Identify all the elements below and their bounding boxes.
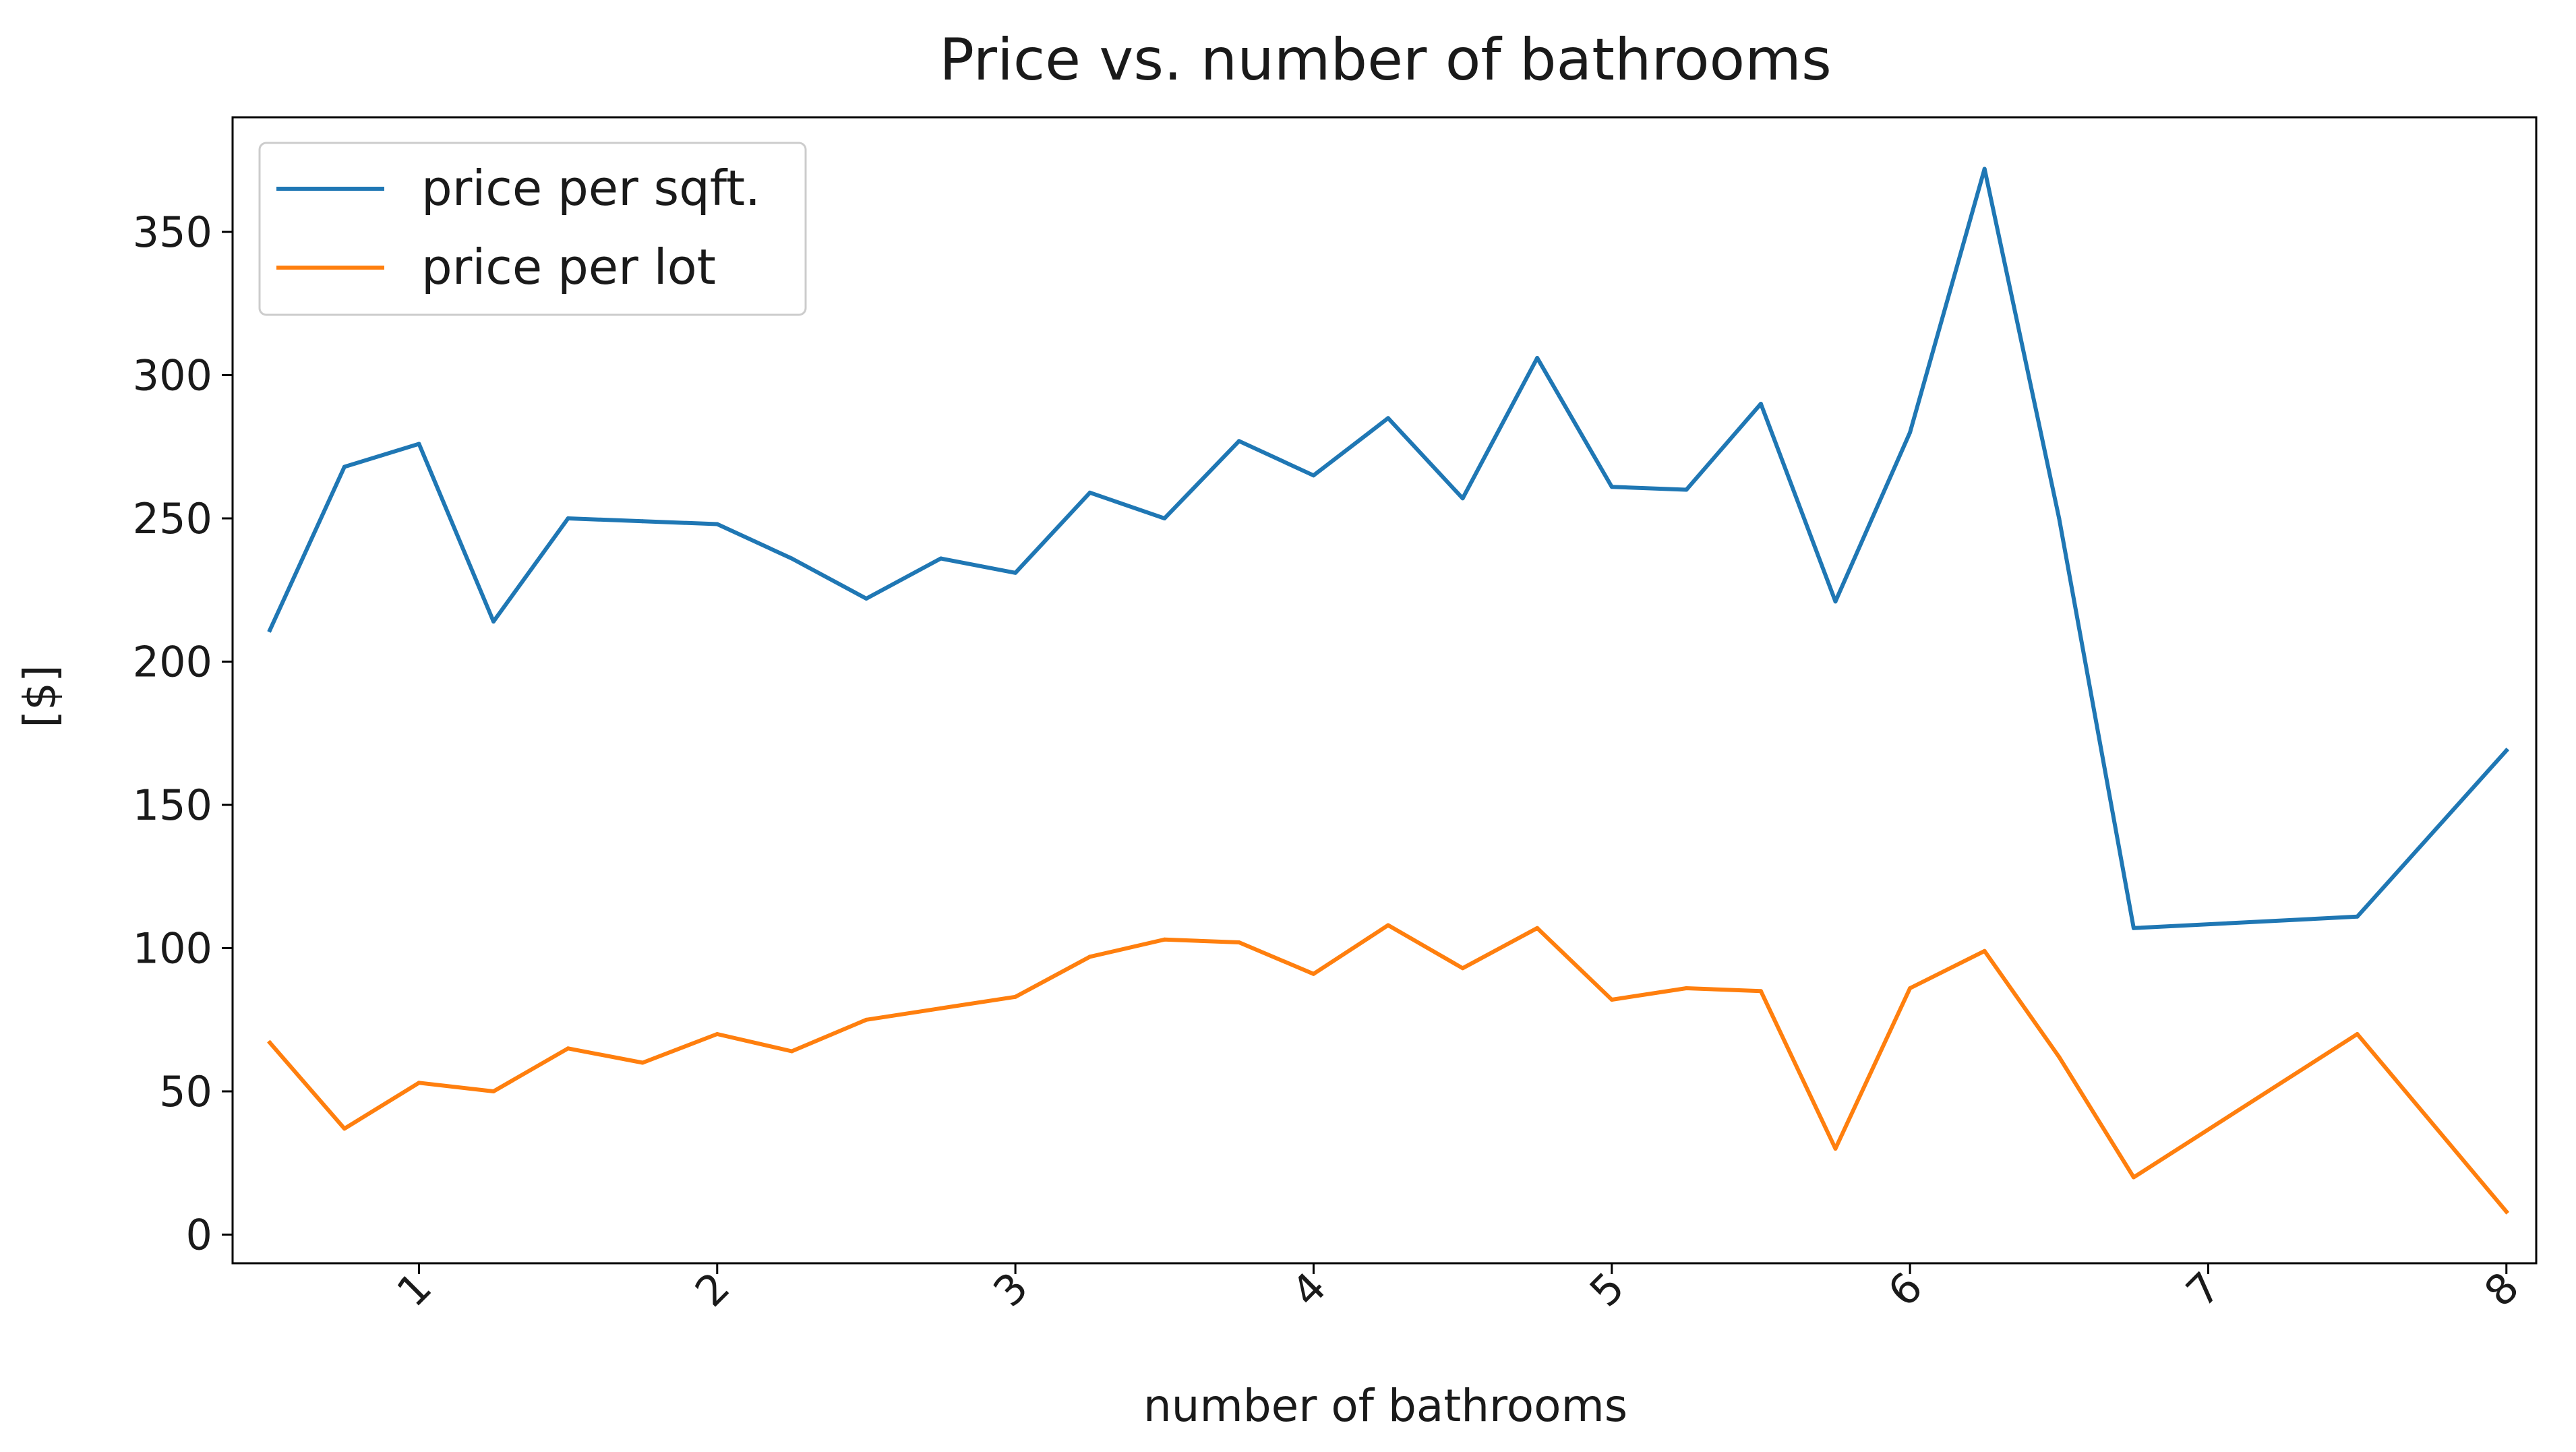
series-1-point-21 — [1758, 402, 1763, 406]
y-tick-label-50: 50 — [159, 1067, 212, 1116]
series-1-point-14 — [1236, 439, 1241, 444]
series-1-point-13 — [1162, 516, 1167, 520]
series-1-point-2 — [342, 464, 347, 469]
legend-label-2: price per lot — [421, 239, 716, 295]
y-tick-label-250: 250 — [133, 494, 212, 543]
series-1-point-1 — [268, 628, 272, 632]
series-2-point-12 — [1087, 955, 1092, 959]
series-1-point-9 — [864, 597, 868, 601]
series-1-point-12 — [1087, 490, 1092, 495]
series-2-point-9 — [864, 1017, 868, 1022]
series-2-point-28 — [2504, 1209, 2509, 1214]
series-1-point-28 — [2504, 748, 2509, 753]
series-1-point-3 — [417, 442, 421, 446]
plot-frame — [231, 116, 2538, 1265]
series-1-point-23 — [1908, 430, 1913, 435]
series-2-point-16 — [1386, 923, 1391, 928]
series-2-point-26 — [2131, 1175, 2136, 1180]
series-2-point-22 — [1833, 1147, 1838, 1151]
series-2-point-24 — [1982, 948, 1987, 953]
series-2-point-21 — [1758, 989, 1763, 994]
series-2-point-2 — [342, 1126, 347, 1131]
series-1-point-7 — [715, 522, 719, 526]
legend-label-1: price per sqft. — [421, 160, 760, 216]
series-2-point-1 — [268, 1040, 272, 1045]
series-2-point-8 — [789, 1049, 794, 1054]
series-1-point-16 — [1386, 416, 1391, 421]
series-2-point-14 — [1236, 940, 1241, 944]
chart-title: Price vs. number of bathrooms — [939, 26, 1832, 94]
series-2-point-15 — [1311, 971, 1316, 976]
series-2-point-5 — [566, 1046, 570, 1051]
series-1-point-17 — [1460, 496, 1465, 501]
x-axis-title: number of bathrooms — [1143, 1380, 1627, 1432]
series-1-point-6 — [640, 519, 645, 524]
series-line-1 — [267, 167, 2510, 930]
series-1-point-25 — [2057, 516, 2062, 520]
legend-box — [258, 142, 807, 316]
series-line-2 — [267, 923, 2510, 1215]
series-2-point-4 — [491, 1089, 496, 1093]
series-1-point-18 — [1535, 356, 1540, 360]
series-1-point-24 — [1982, 167, 1987, 171]
series-1-point-15 — [1311, 473, 1316, 478]
y-tick-label-350: 350 — [133, 208, 212, 257]
y-tick-label-200: 200 — [133, 638, 212, 687]
series-1-point-19 — [1609, 485, 1614, 489]
series-1-point-22 — [1833, 599, 1838, 604]
series-1-point-5 — [566, 516, 570, 520]
series-2-point-19 — [1609, 998, 1614, 1002]
series-1-point-11 — [1013, 570, 1018, 575]
series-2-point-6 — [640, 1060, 645, 1065]
y-tick-label-300: 300 — [133, 351, 212, 400]
series-2-point-25 — [2057, 1055, 2062, 1059]
series-2-point-7 — [715, 1032, 719, 1036]
series-1-point-26 — [2131, 926, 2136, 930]
series-2-point-23 — [1908, 986, 1913, 990]
series-2-point-17 — [1460, 966, 1465, 971]
series-2-point-3 — [417, 1081, 421, 1085]
series-1-point-27 — [2355, 914, 2360, 919]
series-1-point-20 — [1684, 487, 1689, 492]
series-2-point-20 — [1684, 986, 1689, 990]
series-2-point-18 — [1535, 926, 1540, 930]
series-1-point-10 — [938, 556, 943, 561]
series-2-point-10 — [938, 1006, 943, 1010]
series-2-point-27 — [2355, 1032, 2360, 1036]
series-1-point-4 — [491, 619, 496, 624]
y-tick-label-0: 0 — [186, 1211, 212, 1260]
series-2-point-13 — [1162, 937, 1167, 942]
y-tick-label-150: 150 — [133, 781, 212, 830]
series-1-point-8 — [789, 556, 794, 561]
y-axis-title: [$] — [14, 665, 66, 728]
y-tick-label-100: 100 — [133, 924, 212, 973]
series-2-point-11 — [1013, 994, 1018, 999]
